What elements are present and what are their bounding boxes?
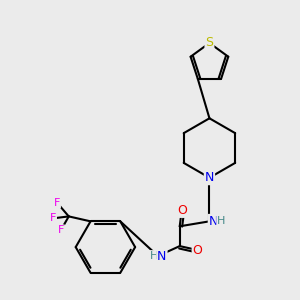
Text: O: O [177,204,187,217]
Text: F: F [54,197,60,208]
Text: F: F [50,213,56,224]
Text: N: N [209,215,218,228]
Text: N: N [157,250,167,262]
Text: O: O [193,244,202,256]
Text: N: N [205,171,214,184]
Text: H: H [217,216,226,226]
Text: F: F [58,225,64,235]
Text: H: H [150,251,158,261]
Text: S: S [206,37,213,50]
